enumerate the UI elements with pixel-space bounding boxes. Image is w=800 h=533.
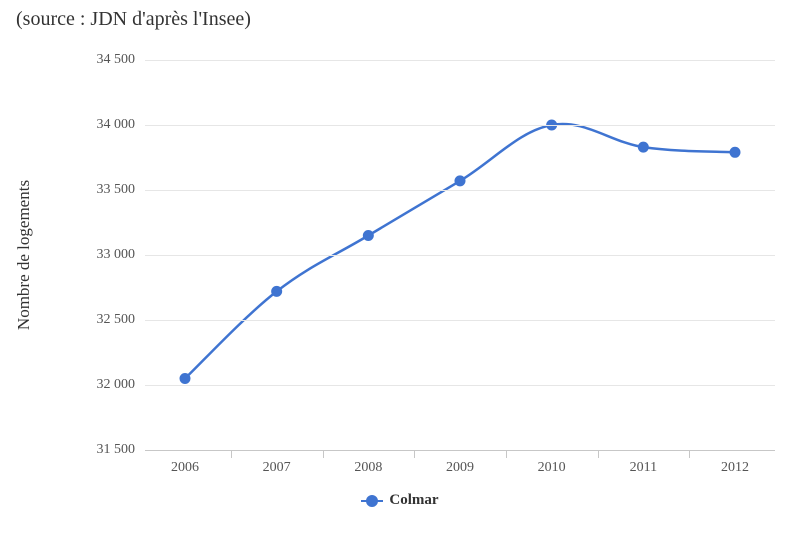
x-tick-label: 2007 bbox=[263, 460, 291, 476]
plot-area: 31 50032 00032 50033 00033 50034 00034 5… bbox=[145, 60, 775, 450]
data-point[interactable] bbox=[180, 374, 190, 384]
y-gridline bbox=[145, 385, 775, 386]
y-gridline bbox=[145, 60, 775, 61]
x-tick bbox=[414, 450, 415, 458]
y-tick-label: 33 500 bbox=[35, 182, 135, 198]
data-point[interactable] bbox=[272, 286, 282, 296]
x-tick bbox=[598, 450, 599, 458]
x-tick-label: 2011 bbox=[630, 460, 657, 476]
y-tick-label: 34 000 bbox=[35, 117, 135, 133]
x-tick bbox=[323, 450, 324, 458]
y-tick-label: 34 500 bbox=[35, 52, 135, 68]
x-tick-label: 2006 bbox=[171, 460, 199, 476]
y-tick-label: 31 500 bbox=[35, 442, 135, 458]
chart-subtitle: (source : JDN d'après l'Insee) bbox=[16, 8, 251, 31]
x-tick bbox=[689, 450, 690, 458]
y-axis-title: Nombre de logements bbox=[14, 180, 34, 330]
legend-label: Colmar bbox=[389, 492, 438, 509]
legend-marker-icon bbox=[366, 495, 378, 507]
chart-container: (source : JDN d'après l'Insee) Nombre de… bbox=[0, 0, 800, 533]
x-axis-line bbox=[145, 450, 775, 451]
y-gridline bbox=[145, 255, 775, 256]
y-gridline bbox=[145, 320, 775, 321]
y-gridline bbox=[145, 125, 775, 126]
legend-swatch bbox=[361, 495, 383, 507]
legend: Colmar bbox=[0, 492, 800, 512]
x-tick bbox=[231, 450, 232, 458]
x-tick bbox=[506, 450, 507, 458]
y-tick-label: 32 000 bbox=[35, 377, 135, 393]
x-tick-label: 2009 bbox=[446, 460, 474, 476]
x-tick-label: 2010 bbox=[538, 460, 566, 476]
y-tick-label: 33 000 bbox=[35, 247, 135, 263]
legend-item-colmar: Colmar bbox=[361, 492, 438, 509]
series-line-colmar bbox=[185, 124, 735, 379]
data-point[interactable] bbox=[363, 231, 373, 241]
y-gridline bbox=[145, 190, 775, 191]
data-point[interactable] bbox=[455, 176, 465, 186]
y-tick-label: 32 500 bbox=[35, 312, 135, 328]
data-point[interactable] bbox=[638, 142, 648, 152]
x-tick-label: 2008 bbox=[354, 460, 382, 476]
data-point[interactable] bbox=[730, 147, 740, 157]
x-tick-label: 2012 bbox=[721, 460, 749, 476]
